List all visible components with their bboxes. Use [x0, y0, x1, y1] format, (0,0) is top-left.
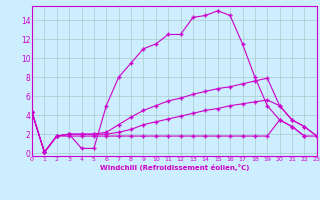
X-axis label: Windchill (Refroidissement éolien,°C): Windchill (Refroidissement éolien,°C) [100, 164, 249, 171]
